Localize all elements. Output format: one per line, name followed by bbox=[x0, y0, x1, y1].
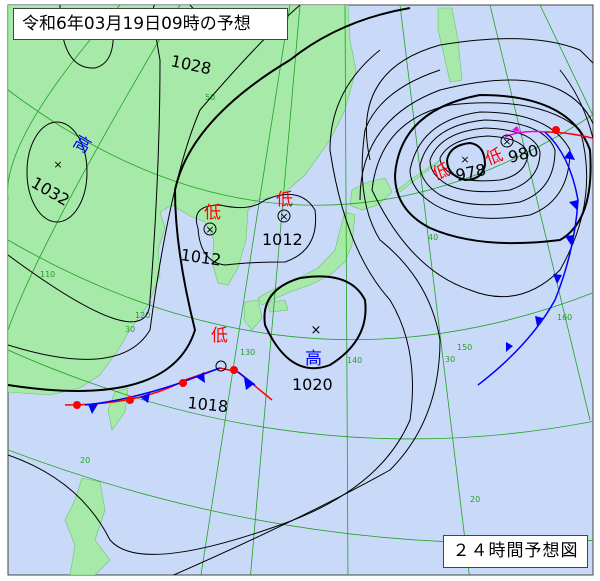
lon-label: 140 bbox=[347, 356, 362, 365]
center-x-icon: × bbox=[311, 323, 322, 338]
low-symbol: 低 bbox=[483, 145, 506, 170]
occluded-front-symbol bbox=[512, 126, 520, 132]
pressure-label: 1012 bbox=[262, 230, 303, 249]
pressure-label: 1018 bbox=[187, 393, 229, 416]
philippines bbox=[64, 477, 111, 575]
lon-label: 160 bbox=[557, 313, 572, 322]
shikoku bbox=[267, 299, 289, 313]
low-symbol: 低 bbox=[276, 190, 293, 210]
center-x-icon: × bbox=[53, 158, 62, 171]
kuril-islands bbox=[394, 159, 441, 193]
low-symbol: 低 bbox=[211, 326, 228, 346]
isobars bbox=[8, 5, 593, 575]
low-center-icon bbox=[277, 209, 291, 223]
lat-label: 50 bbox=[205, 93, 215, 102]
low-center-icon bbox=[500, 134, 514, 148]
low-center-icon bbox=[215, 360, 227, 372]
lat-label: 30 bbox=[125, 325, 135, 334]
pressure-label: 1020 bbox=[292, 375, 333, 394]
cold-front-symbols bbox=[88, 150, 578, 414]
low-symbol: 低 bbox=[204, 203, 221, 223]
grid-labels: 50 40 30 30 30 20 20 110 120 130 140 150… bbox=[40, 93, 572, 504]
lat-label: 30 bbox=[445, 355, 455, 364]
high-symbol: 高 bbox=[305, 349, 322, 369]
forecast-title: 令和6年03月19日09時の予想 bbox=[13, 8, 288, 40]
lon-label: 110 bbox=[40, 270, 55, 279]
lon-label: 150 bbox=[457, 343, 472, 352]
center-x-icon: × bbox=[502, 135, 511, 148]
center-x-icon: × bbox=[279, 210, 288, 223]
sakhalin bbox=[437, 7, 463, 83]
lon-label: 130 bbox=[240, 348, 255, 357]
center-x-icon: × bbox=[460, 153, 469, 166]
low-center-icon bbox=[203, 222, 217, 236]
lat-label: 20 bbox=[470, 495, 480, 504]
warm-front-symbols bbox=[73, 126, 560, 409]
center-x-icon: × bbox=[205, 223, 214, 236]
low-symbol: 低 bbox=[430, 160, 453, 185]
cold-front bbox=[477, 131, 579, 386]
lat-label: 40 bbox=[428, 233, 438, 242]
kyushu bbox=[243, 299, 263, 331]
warm-front bbox=[544, 131, 593, 140]
lon-label: 120 bbox=[135, 311, 150, 320]
cold-front-segment bbox=[237, 371, 256, 386]
lat-label: 20 bbox=[80, 456, 90, 465]
chart-type-label: ２４時間予想図 bbox=[443, 535, 588, 568]
cold-front-segment bbox=[84, 367, 221, 406]
occluded-front bbox=[504, 130, 546, 138]
